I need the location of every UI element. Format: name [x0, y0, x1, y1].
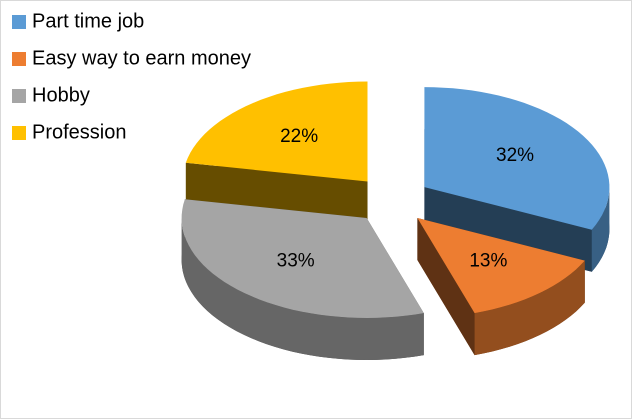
slice-top — [417, 218, 585, 314]
legend-swatch — [12, 89, 26, 103]
slice-side — [591, 187, 610, 272]
legend-label: Easy way to earn money — [32, 47, 251, 69]
legend-label: Part time job — [32, 10, 144, 32]
legend-label: Hobby — [32, 84, 90, 106]
legend-swatch — [12, 126, 26, 140]
legend-label: Profession — [32, 121, 127, 143]
data-label: 32% — [496, 145, 534, 166]
slice — [181, 199, 424, 360]
slice-wall — [417, 218, 475, 356]
slice-top — [424, 87, 610, 230]
data-label: 13% — [469, 251, 507, 272]
slice — [417, 218, 585, 356]
slice-side — [181, 218, 424, 360]
slice-wall — [424, 187, 592, 272]
slice-top — [185, 81, 368, 182]
legend-swatch — [12, 52, 26, 66]
data-label: 33% — [277, 251, 315, 272]
legend-swatch — [12, 15, 26, 29]
slice-side — [474, 260, 585, 356]
slice — [185, 81, 368, 224]
data-label: 22% — [280, 126, 318, 147]
slice-top — [181, 199, 424, 318]
